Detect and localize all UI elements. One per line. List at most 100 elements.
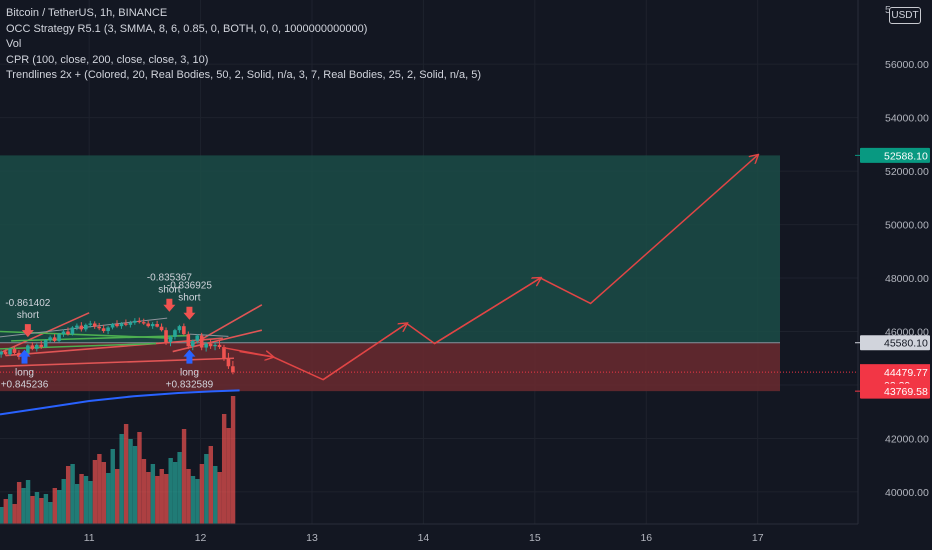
volume-bar <box>159 469 164 524</box>
volume-bar <box>3 499 8 524</box>
volume-bar <box>137 432 142 524</box>
candle-body <box>70 327 75 335</box>
volume-bar <box>217 472 222 524</box>
volume-bar <box>164 474 169 524</box>
volume-bar <box>141 459 147 524</box>
candle-body <box>124 323 128 325</box>
candle-body <box>88 323 93 325</box>
volume-bar <box>79 474 84 524</box>
long-arrow-icon <box>18 349 31 364</box>
volume-bar <box>115 469 120 524</box>
volume-bar <box>0 507 4 524</box>
trendline-red <box>172 329 263 353</box>
price-tag-stop <box>860 383 930 399</box>
candle-body <box>213 344 217 347</box>
candle-body <box>48 337 52 341</box>
candle-body <box>39 344 44 348</box>
candle-body <box>150 324 155 327</box>
currency-button[interactable]: USDT <box>889 7 921 24</box>
y-tick-label: 40000.00 <box>885 487 929 499</box>
price-tag-entry <box>860 335 930 351</box>
y-tick-label: 54000.00 <box>885 113 929 125</box>
candle-body <box>115 324 119 327</box>
candle-body <box>133 320 137 323</box>
candle-body <box>52 337 57 341</box>
volume-bar <box>65 466 71 524</box>
candle-body <box>231 366 235 373</box>
candle-body <box>30 345 35 349</box>
volume-bar <box>52 488 57 524</box>
signal-value: +0.832589 <box>166 380 214 391</box>
candle-body <box>106 327 110 331</box>
signal-value: -0.836925 <box>167 281 212 292</box>
signal-value: +0.845236 <box>1 380 49 391</box>
price-tag-text-current: 44479.77 <box>884 367 928 379</box>
volume-bar <box>213 466 218 524</box>
legend-indicator-trendlines[interactable]: Trendlines 2x + (Colored, 20, Real Bodie… <box>6 69 482 81</box>
short-arrow-icon <box>163 298 176 312</box>
candle-body <box>146 323 150 327</box>
x-tick-label: 17 <box>752 532 764 544</box>
y-tick-label: 42000.00 <box>885 433 929 445</box>
volume-bar <box>221 414 227 524</box>
trendline-green <box>0 342 157 350</box>
candle-body <box>8 348 12 355</box>
volume-bar <box>34 492 40 524</box>
candle-body <box>26 345 30 354</box>
candle-body <box>199 335 204 348</box>
volume-bar <box>48 502 53 524</box>
volume-bar <box>101 462 107 524</box>
candle-body <box>226 358 231 367</box>
signal-value: -0.835367 <box>147 273 192 284</box>
volume-bar <box>204 454 209 524</box>
signal-label: short <box>158 285 180 296</box>
legend-indicator-occ[interactable]: OCC Strategy R5.1 (3, SMMA, 8, 6, 0.85, … <box>6 22 368 35</box>
candle-body <box>119 323 124 327</box>
volume-bar <box>61 479 66 524</box>
volume-bar <box>25 480 31 524</box>
candle-body <box>168 336 173 343</box>
volume-bar <box>106 473 111 524</box>
volume-bar <box>190 476 196 524</box>
price-tag-target <box>860 147 930 163</box>
price-tag-text-target: 52588.10 <box>884 150 928 162</box>
volume-bar <box>168 458 173 524</box>
trendline-green <box>11 334 190 342</box>
candle-body <box>222 347 226 359</box>
candle-body <box>164 330 168 343</box>
volume-bar <box>155 476 160 524</box>
price-tag-text-stop: 43769.58 <box>884 386 928 398</box>
legend-symbol[interactable]: Bitcoin / TetherUS, 1h, BINANCE <box>6 7 168 19</box>
legend-indicator-cpr[interactable]: CPR (100, close, 200, close, close, 3, 1… <box>6 53 209 66</box>
candle-body <box>3 351 8 355</box>
x-tick-label: 16 <box>640 532 652 544</box>
candle-body <box>43 340 48 348</box>
projection-arrow-segment <box>322 323 407 381</box>
ma-line-blue <box>0 389 240 416</box>
candle-body <box>12 348 17 353</box>
volume-bar <box>21 488 26 524</box>
volume-bar <box>16 482 22 524</box>
signal-label: long <box>15 368 34 379</box>
volume-bar <box>199 464 205 524</box>
candle-body <box>79 325 84 330</box>
candle-body <box>204 343 208 348</box>
volume-bar <box>30 496 35 524</box>
candle-body <box>137 320 142 323</box>
candle-body <box>208 343 213 347</box>
volume-bar <box>8 494 13 524</box>
x-tick-label: 12 <box>195 532 207 544</box>
volume-bar <box>230 396 236 524</box>
signal-value: -0.861402 <box>5 298 50 309</box>
volume-bar <box>110 449 115 524</box>
profit-zone <box>0 155 780 343</box>
volume-bar <box>12 504 17 524</box>
candle-body <box>110 324 115 328</box>
volume-bar <box>146 472 151 524</box>
legend-indicator-vol[interactable]: Vol <box>6 38 22 50</box>
y-tick-label: 50000.00 <box>885 220 929 232</box>
trendline-red <box>0 357 235 368</box>
candle-body <box>75 325 79 328</box>
volume-bar <box>83 476 89 524</box>
